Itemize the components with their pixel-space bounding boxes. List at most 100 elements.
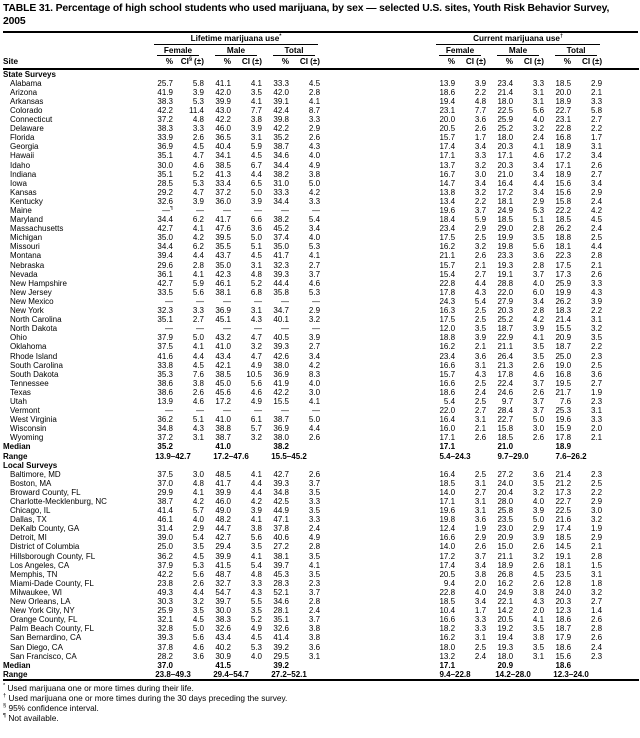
value-cell: 2.5 [474, 378, 487, 388]
value-cell: 18.6 [555, 642, 572, 652]
gap-cell [323, 388, 431, 397]
gap-cell [323, 370, 431, 379]
site-cell: Vermont [10, 406, 40, 416]
site-cell: Utah [10, 396, 27, 406]
empty-cell [516, 661, 547, 670]
value-cell: 21.1 [497, 342, 514, 352]
value-cell: 25.0 [157, 542, 173, 552]
gap-cell [323, 97, 431, 106]
value-cell: 4.1 [250, 551, 262, 561]
value-cell: 2.2 [590, 124, 603, 134]
trail-cell [605, 261, 639, 270]
value-cell: 8.7 [308, 105, 321, 115]
median-label: Median [3, 660, 31, 670]
value-cell: 17.8 [555, 433, 572, 443]
value-cell: 18.9 [497, 560, 514, 570]
value-cell: 27.9 [497, 296, 514, 306]
value-cell: 2.2 [474, 196, 487, 206]
value-cell: 2.3 [590, 351, 603, 361]
value-cell: 4.2 [192, 497, 204, 506]
site-cell: San Francisco, CA [10, 651, 77, 661]
value-cell: 3.8 [308, 624, 321, 634]
value-cell: 37.2 [215, 187, 231, 197]
gap-cell [323, 297, 431, 306]
site-cell: New Hampshire [10, 278, 67, 288]
value-cell: 1.9 [590, 387, 603, 397]
gap-cell [323, 515, 431, 524]
value-cell: 24.3 [439, 296, 456, 306]
table-row: Rhode Island 41.6 4.4 43.4 4.7 42.6 3.4 23.4 3.6… [3, 352, 639, 361]
table-row: Idaho 30.0 4.6 38.5 6.7 34.4 4.9 13.7 3.2 20.3 3.4… [3, 161, 639, 170]
gap-cell [323, 597, 431, 606]
value-cell: — [165, 324, 173, 334]
current-female-header: Female [431, 45, 489, 56]
value-cell: 3.8 [474, 569, 487, 579]
value-cell: 19.6 [555, 415, 572, 425]
empty-cell [176, 661, 207, 670]
value-cell: 2.9 [474, 533, 487, 543]
value-cell: 1.4 [590, 606, 603, 616]
gap-cell [323, 352, 431, 361]
value-cell: 43.0 [215, 105, 231, 115]
value-cell: — [281, 406, 289, 416]
value-cell: 4.7 [192, 187, 204, 197]
value-cell: 34.4 [157, 215, 173, 225]
range-value: 27.2–52.1 [265, 669, 324, 681]
gap-cell [323, 224, 431, 233]
value-cell: 2.6 [474, 542, 487, 552]
value-cell: 37.9 [157, 333, 173, 343]
value-cell: 37.2 [157, 115, 173, 125]
footnote-marker: § [3, 703, 7, 710]
value-cell: 41.5 [215, 560, 231, 570]
value-cell: 6.7 [250, 160, 262, 170]
median-value: 41.5 [215, 660, 231, 670]
value-cell: 4.4 [474, 278, 487, 288]
value-cell: 4.4 [192, 251, 204, 261]
value-cell: 18.5 [497, 433, 514, 443]
trail-cell [605, 615, 639, 624]
value-cell: 3.3 [590, 415, 603, 425]
value-cell: 2.7 [590, 597, 603, 607]
value-cell: 48.5 [215, 469, 231, 479]
trail-cell [605, 324, 639, 333]
value-cell: 33.4 [215, 178, 231, 188]
value-cell: 17.1 [555, 160, 572, 170]
lifetime-total-header: Total [265, 45, 323, 56]
value-cell: 2.3 [590, 651, 603, 661]
trail-cell [605, 506, 639, 515]
value-cell: 5.8 [192, 78, 204, 88]
value-cell: 4.0 [250, 651, 262, 661]
value-cell: 4.8 [250, 569, 262, 579]
value-cell: 3.5 [532, 478, 545, 488]
median-value: 35.2 [157, 442, 173, 452]
trail-cell [605, 579, 639, 588]
trail-cell [605, 561, 639, 570]
value-cell: 32.8 [157, 624, 173, 634]
trail-cell [605, 588, 639, 597]
value-cell: 2.5 [474, 642, 487, 652]
value-cell: 2.9 [532, 196, 545, 206]
value-cell: — [312, 406, 321, 416]
value-cell: 6.5 [250, 178, 262, 188]
value-cell: 39.0 [157, 533, 173, 543]
site-cell: Orange County, FL [10, 615, 78, 625]
range-value: 15.5–45.2 [271, 451, 307, 461]
value-cell: 2.7 [192, 315, 204, 325]
value-cell: 33.3 [273, 78, 289, 88]
value-cell: 25.9 [157, 606, 173, 616]
value-cell: 3.5 [250, 87, 262, 97]
value-cell: 3.5 [308, 487, 321, 497]
value-cell: 35.0 [157, 233, 173, 243]
value-cell: 2.6 [532, 360, 545, 370]
value-cell: 22.8 [555, 124, 572, 134]
value-cell: 28.5 [157, 178, 173, 188]
table-row: Delaware 38.3 3.3 46.0 3.9 42.2 2.9 20.5 2.6 25.2… [3, 124, 639, 133]
gap-cell [323, 315, 431, 324]
table-row: Boston, MA 37.0 4.8 41.7 4.4 39.3 3.7 18.5 3.1 24… [3, 479, 639, 488]
value-cell: 2.9 [590, 187, 603, 197]
value-cell: 3.5 [192, 606, 204, 616]
table-row: Dallas, TX 46.1 4.0 48.2 4.1 47.1 3.3 19.8 3.6 23… [3, 515, 639, 524]
table-row: San Francisco, CA 28.2 3.6 30.9 4.0 29.5 3.1 13… [3, 652, 639, 661]
value-cell: 5.0 [532, 415, 545, 425]
value-cell: 2.1 [474, 424, 487, 434]
